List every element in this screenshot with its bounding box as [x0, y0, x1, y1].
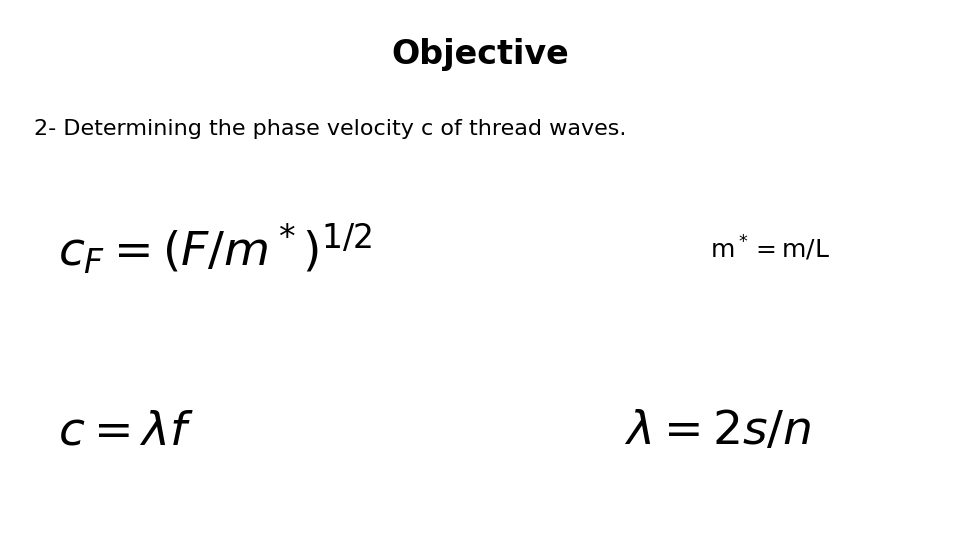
Text: $\mathrm{m}^*\mathrm{=m/L}$: $\mathrm{m}^*\mathrm{=m/L}$ — [710, 234, 830, 263]
Text: $\lambda = 2s/n$: $\lambda = 2s/n$ — [624, 409, 811, 455]
Text: $c = \lambda f$: $c = \lambda f$ — [58, 409, 194, 455]
Text: Objective: Objective — [391, 38, 569, 71]
Text: 2- Determining the phase velocity c of thread waves.: 2- Determining the phase velocity c of t… — [34, 119, 626, 139]
Text: $c_F = (F/m^*)^{1/2}$: $c_F = (F/m^*)^{1/2}$ — [58, 221, 372, 275]
